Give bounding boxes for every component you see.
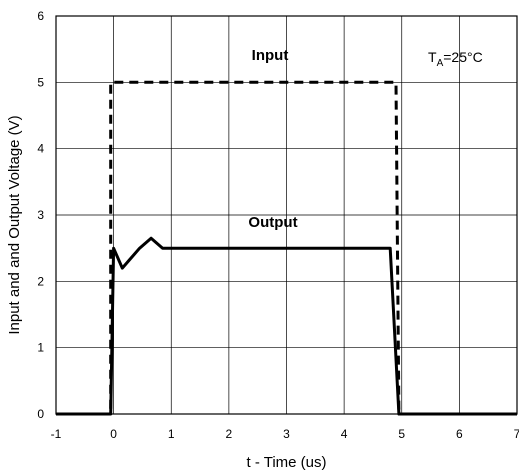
series-lines bbox=[56, 80, 517, 416]
y-tick-labels: 0 1 2 3 4 5 6 bbox=[37, 9, 44, 421]
x-tick-label: 5 bbox=[398, 427, 405, 441]
x-tick-label: 4 bbox=[341, 427, 348, 441]
y-tick-label: 4 bbox=[37, 142, 44, 156]
x-tick-label: 6 bbox=[456, 427, 463, 441]
x-tick-label: 2 bbox=[226, 427, 233, 441]
x-tick-labels: -1 0 1 2 3 4 5 6 7 bbox=[51, 427, 519, 441]
temp-subscript: A bbox=[437, 58, 444, 69]
temp-unit: °C bbox=[467, 49, 483, 65]
y-tick-label: 5 bbox=[37, 75, 44, 89]
input-series-label: Input bbox=[252, 47, 289, 64]
series-line-output bbox=[56, 236, 517, 416]
y-tick-label: 3 bbox=[37, 208, 44, 222]
x-axis-label: t - Time (us) bbox=[246, 454, 326, 471]
temperature-annotation: TA=25°C bbox=[428, 49, 483, 69]
temp-value: =25 bbox=[443, 49, 467, 65]
x-tick-label: 7 bbox=[514, 427, 519, 441]
temp-symbol: T bbox=[428, 49, 437, 65]
x-tick-label: 0 bbox=[110, 427, 117, 441]
x-tick-label: 3 bbox=[283, 427, 290, 441]
y-tick-label: 6 bbox=[37, 9, 44, 23]
y-tick-label: 2 bbox=[37, 274, 44, 288]
plot-frame bbox=[55, 15, 518, 415]
y-tick-label: 0 bbox=[37, 407, 44, 421]
x-tick-label: -1 bbox=[51, 427, 62, 441]
y-tick-label: 1 bbox=[37, 341, 44, 355]
output-series-label: Output bbox=[248, 214, 297, 231]
x-tick-label: 1 bbox=[168, 427, 175, 441]
y-axis-label: Input and and Output Voltage (V) bbox=[6, 115, 23, 334]
